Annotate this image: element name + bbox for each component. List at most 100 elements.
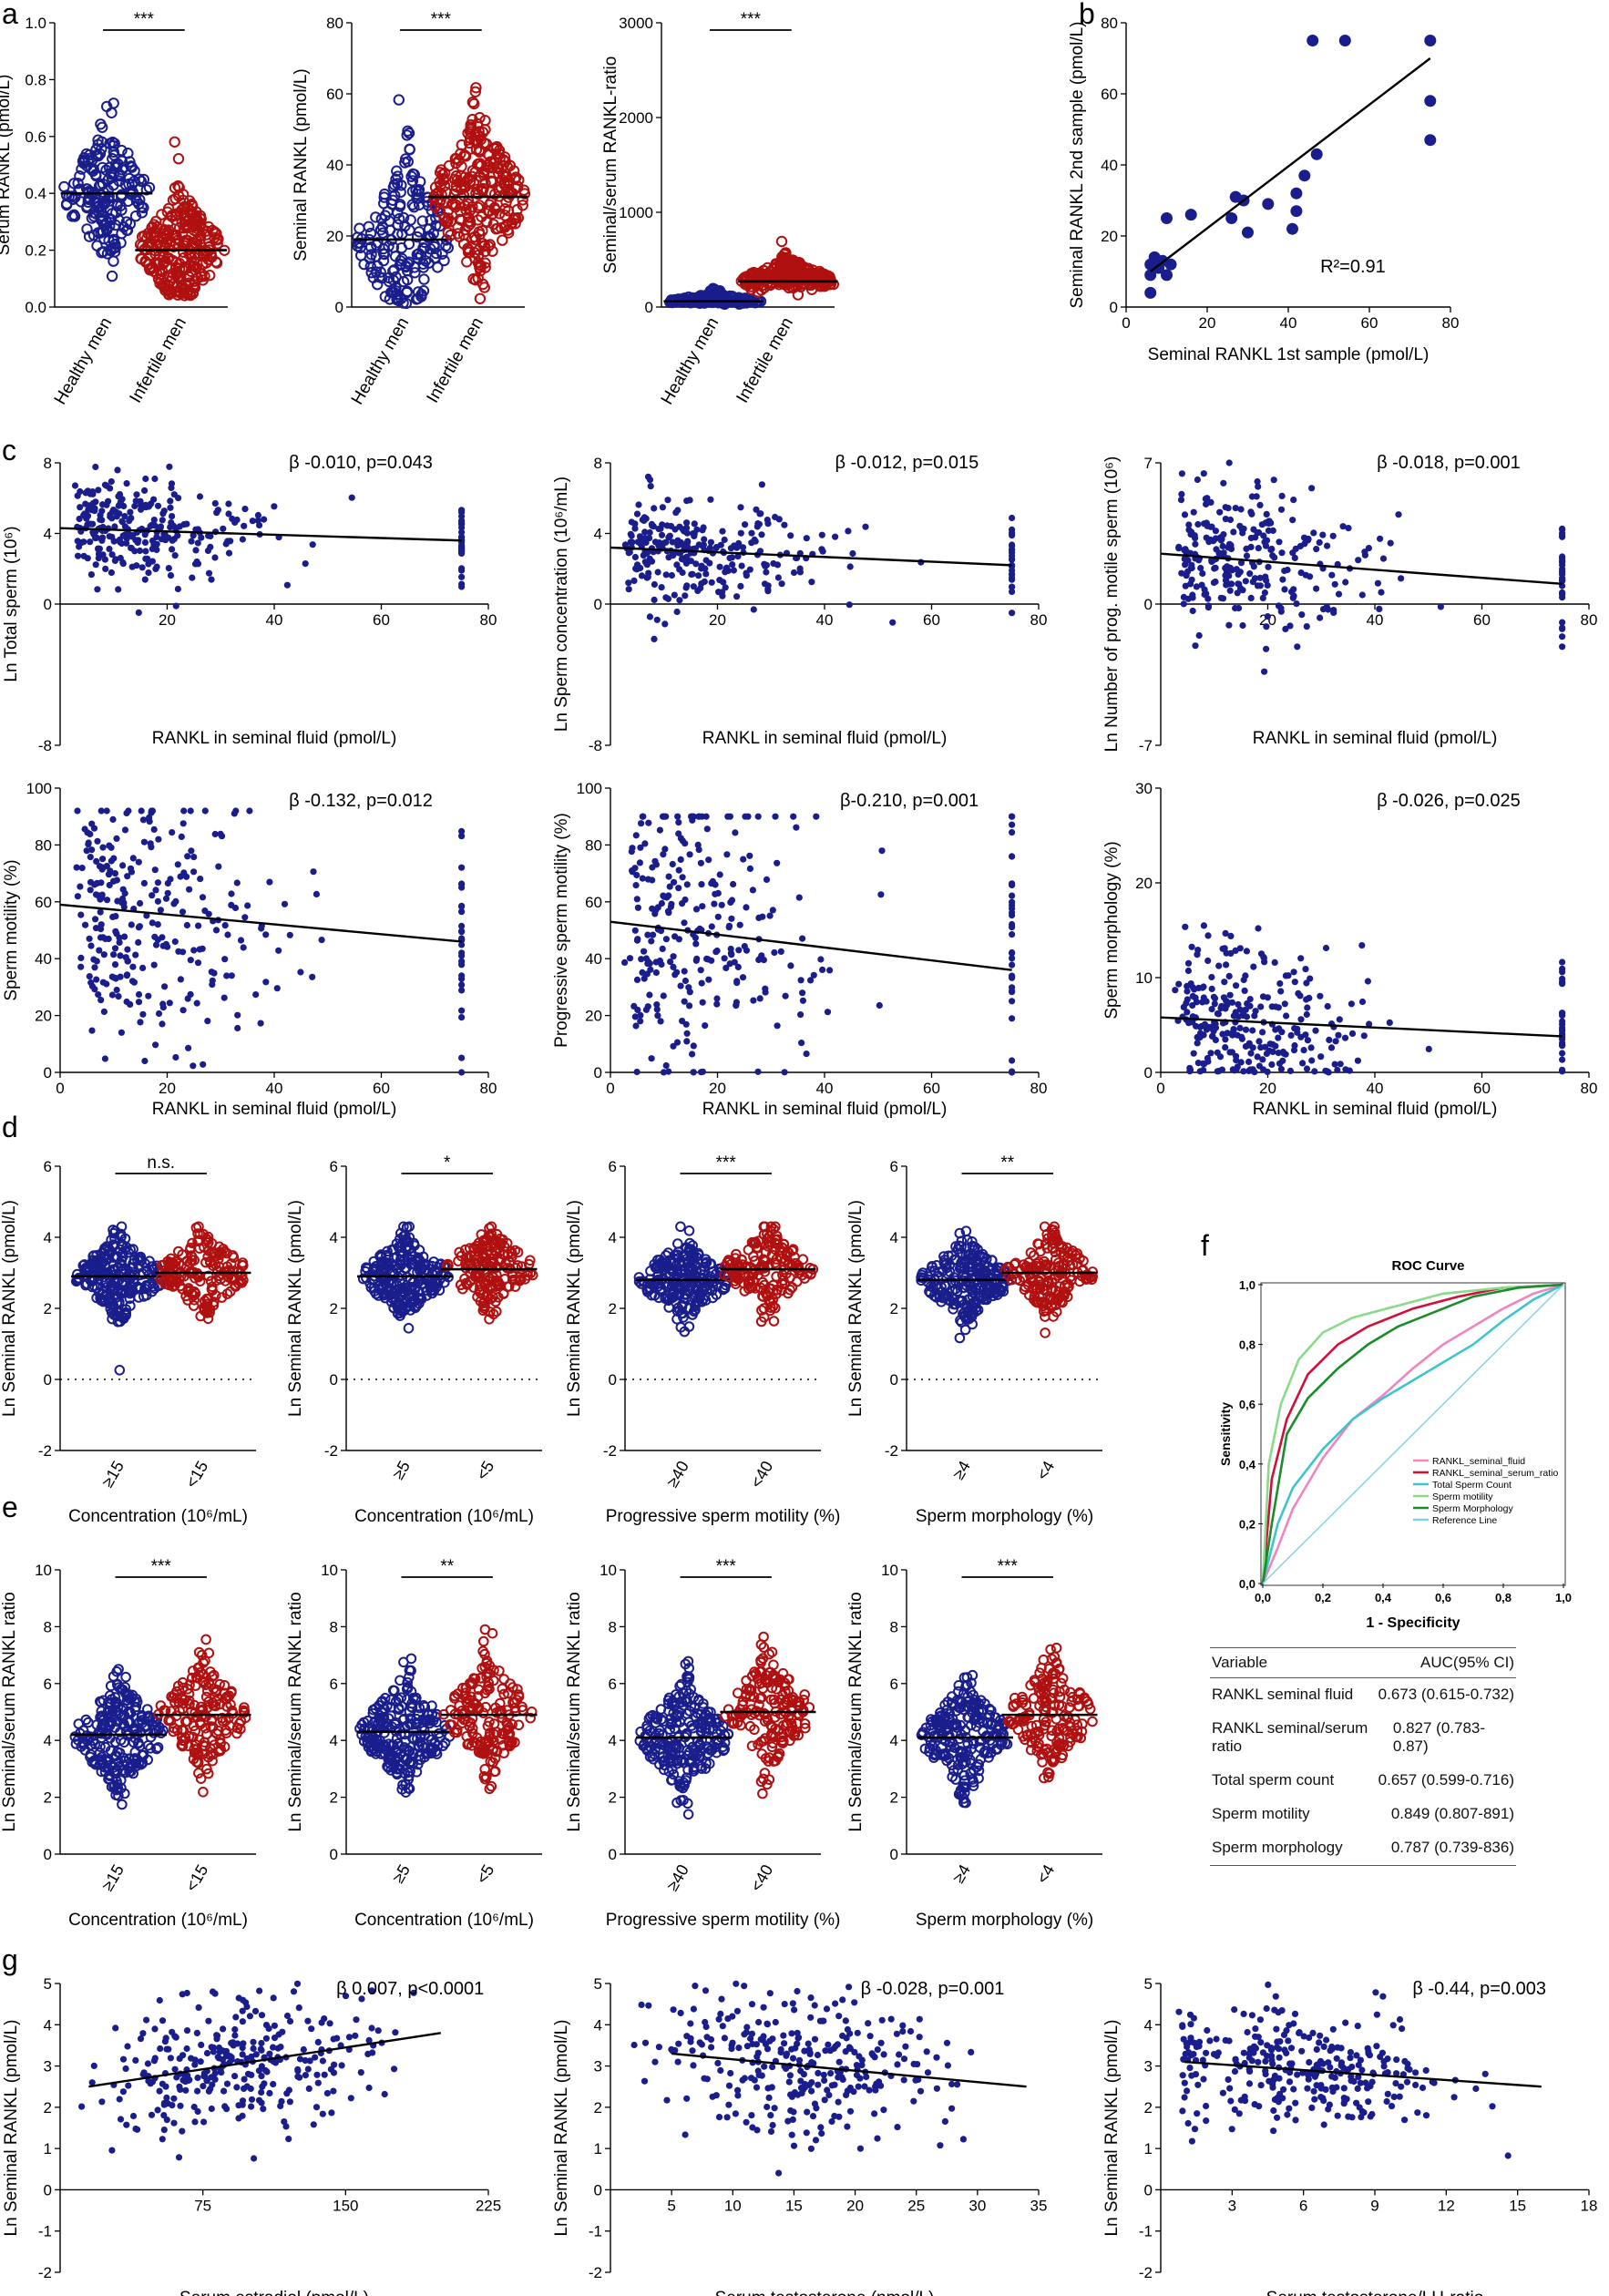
data-point xyxy=(1225,459,1233,466)
data-point xyxy=(97,908,104,916)
data-point xyxy=(118,496,126,503)
data-point xyxy=(98,534,107,541)
data-point xyxy=(202,220,215,233)
data-point xyxy=(108,551,116,559)
data-point xyxy=(1009,881,1016,889)
data-point xyxy=(1398,575,1405,582)
data-point xyxy=(518,184,530,196)
y-axis-label: Seminal/serum RANKL-ratio xyxy=(601,56,620,274)
data-point xyxy=(474,111,486,124)
data-point xyxy=(683,1030,691,1037)
data-point xyxy=(1279,576,1286,583)
y-tick-label: 20 xyxy=(35,1008,52,1025)
data-point xyxy=(135,924,142,931)
data-point xyxy=(1303,1065,1311,1072)
data-point xyxy=(1009,1015,1016,1022)
data-point xyxy=(221,922,229,929)
data-point xyxy=(130,195,143,208)
y-tick-label: 3000 xyxy=(619,15,653,32)
data-point xyxy=(438,212,450,225)
data-point xyxy=(484,205,496,217)
data-point xyxy=(145,569,152,577)
data-point xyxy=(1250,563,1257,570)
data-point xyxy=(392,170,404,182)
data-point xyxy=(702,570,710,578)
y-tick-label: 0.6 xyxy=(25,128,46,146)
data-point xyxy=(139,964,147,971)
data-point xyxy=(78,865,86,872)
data-point xyxy=(403,1323,415,1334)
data-point xyxy=(1009,949,1016,957)
data-point xyxy=(310,868,317,876)
data-point xyxy=(178,207,190,219)
data-point xyxy=(1361,548,1368,556)
data-point xyxy=(77,963,85,970)
data-point xyxy=(753,523,761,530)
data-point xyxy=(1322,944,1330,952)
data-point xyxy=(1196,1068,1204,1075)
data-point xyxy=(1242,578,1249,585)
data-point xyxy=(1294,643,1301,651)
data-point xyxy=(762,562,769,570)
data-point xyxy=(171,552,179,559)
data-point xyxy=(108,235,119,247)
y-tick-label: -2 xyxy=(603,1442,617,1460)
data-point xyxy=(119,886,127,893)
data-point xyxy=(1220,479,1227,487)
data-point xyxy=(1355,557,1362,564)
data-point xyxy=(719,528,726,535)
data-point xyxy=(669,538,676,546)
data-point xyxy=(771,948,778,957)
data-point xyxy=(703,955,711,962)
data-point xyxy=(159,510,167,518)
y-tick-label: 6 xyxy=(44,1158,52,1175)
data-point xyxy=(646,991,653,999)
data-point xyxy=(152,565,159,573)
data-point xyxy=(1254,582,1262,589)
data-point xyxy=(1189,607,1196,615)
data-point xyxy=(1190,508,1197,516)
data-point xyxy=(1269,552,1276,559)
data-point xyxy=(1009,549,1016,557)
data-point xyxy=(140,879,148,887)
data-point xyxy=(123,539,130,547)
x-tick-label: 40 xyxy=(1280,314,1297,332)
data-point xyxy=(749,887,757,894)
data-point xyxy=(736,921,743,928)
data-point xyxy=(1009,813,1016,820)
data-point xyxy=(184,853,191,860)
data-point xyxy=(1559,570,1566,578)
data-point xyxy=(179,820,187,827)
x-axis-label: Concentration (10⁶/mL) xyxy=(354,1507,534,1526)
data-point xyxy=(817,956,825,963)
data-point xyxy=(131,548,138,555)
data-point xyxy=(1303,1010,1310,1019)
y-tick-label: -2 xyxy=(38,1442,52,1460)
y-tick-label: 60 xyxy=(326,86,343,103)
data-point xyxy=(799,989,806,997)
data-point xyxy=(166,463,173,470)
data-point xyxy=(1258,521,1266,528)
data-point xyxy=(125,186,137,198)
y-tick-label: 20 xyxy=(326,228,343,245)
data-point xyxy=(474,292,487,304)
data-point xyxy=(1192,642,1199,650)
data-point xyxy=(458,518,466,525)
data-point xyxy=(679,900,686,907)
data-point xyxy=(1240,976,1247,984)
data-point xyxy=(190,222,203,234)
data-point xyxy=(1009,583,1016,590)
data-point xyxy=(697,584,704,592)
data-point xyxy=(211,554,219,561)
data-point xyxy=(115,502,122,509)
data-point xyxy=(675,1221,686,1233)
panel-label-e: e xyxy=(2,1491,18,1523)
data-point xyxy=(716,563,723,570)
data-point xyxy=(185,1044,192,1051)
data-point xyxy=(766,912,774,919)
data-point xyxy=(151,933,159,940)
data-point xyxy=(157,265,169,278)
data-point xyxy=(730,567,738,574)
data-point xyxy=(1217,537,1225,544)
y-tick-label: 0.4 xyxy=(25,185,46,202)
